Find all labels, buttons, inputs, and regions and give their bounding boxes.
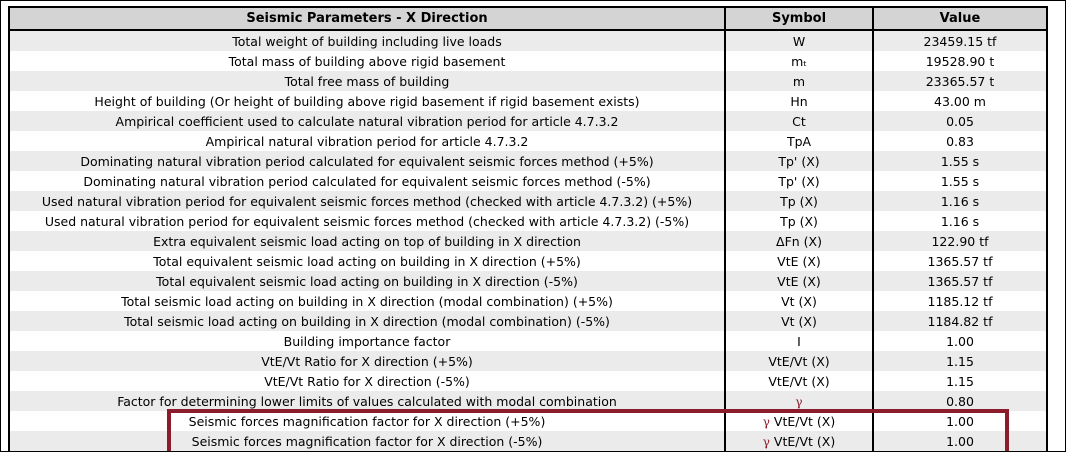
param-symbol-cell: Tp' (X): [724, 151, 874, 171]
param-symbol-cell: m: [724, 71, 874, 91]
param-description-cell: Extra equivalent seismic load acting on …: [8, 231, 726, 251]
param-symbol-cell: Tp (X): [724, 191, 874, 211]
param-symbol-cell: VtE (X): [724, 251, 874, 271]
param-symbol-cell: VtE/Vt (X): [724, 351, 874, 371]
param-value-cell: 1185.12 tf: [872, 291, 1048, 311]
param-value-cell: 1365.57 tf: [872, 251, 1048, 271]
param-description-cell: Total seismic load acting on building in…: [8, 311, 726, 331]
table-row: Used natural vibration period for equiva…: [8, 191, 1048, 211]
param-description-cell: Used natural vibration period for equiva…: [8, 211, 726, 231]
symbol-column-header: Symbol: [724, 6, 874, 31]
table-row: Building importance factor I 1.00: [8, 331, 1048, 351]
param-value-cell: 1365.57 tf: [872, 271, 1048, 291]
table-title-header: Seismic Parameters - X Direction: [8, 6, 726, 31]
table-row: Total weight of building including live …: [8, 30, 1048, 51]
param-description-cell: Total seismic load acting on building in…: [8, 291, 726, 311]
param-symbol-cell: Vt (X): [724, 311, 874, 331]
gamma-symbol: γ: [795, 394, 803, 409]
param-description-cell: Total weight of building including live …: [8, 30, 726, 51]
table-row: Used natural vibration period for equiva…: [8, 211, 1048, 231]
table-row: Seismic forces magnification factor for …: [8, 411, 1048, 431]
table-row: Total seismic load acting on building in…: [8, 311, 1048, 331]
param-symbol-cell: ΔFn (X): [724, 231, 874, 251]
param-description-cell: VtE/Vt Ratio for X direction (+5%): [8, 351, 726, 371]
gamma-symbol: γ: [762, 434, 770, 449]
param-description-cell: Ampirical coefficient used to calculate …: [8, 111, 726, 131]
param-value-cell: 0.83: [872, 131, 1048, 151]
param-symbol-cell: VtE (X): [724, 271, 874, 291]
param-description-cell: Total mass of building above rigid basem…: [8, 51, 726, 71]
param-symbol-cell: γ: [724, 391, 874, 411]
param-symbol-cell: Ct: [724, 111, 874, 131]
param-value-cell: 23459.15 tf: [872, 30, 1048, 51]
param-symbol-cell: TpA: [724, 131, 874, 151]
param-symbol-cell: Tp (X): [724, 211, 874, 231]
gamma-symbol: γ: [762, 414, 770, 429]
param-symbol-cell: γ VtE/Vt (X): [724, 411, 874, 431]
param-symbol-cell: I: [724, 331, 874, 351]
param-description-cell: Dominating natural vibration period calc…: [8, 171, 726, 191]
param-description-cell: Total equivalent seismic load acting on …: [8, 271, 726, 291]
param-description-cell: Building importance factor: [8, 331, 726, 351]
value-column-header: Value: [872, 6, 1048, 31]
param-value-cell: 1184.82 tf: [872, 311, 1048, 331]
param-value-cell: 1.00: [872, 331, 1048, 351]
seismic-parameters-table: Seismic Parameters - X Direction Symbol …: [8, 6, 1048, 451]
param-symbol-cell: W: [724, 30, 874, 51]
table-row: VtE/Vt Ratio for X direction (-5%) VtE/Vt…: [8, 371, 1048, 391]
table-row: Total free mass of building m 23365.57 t: [8, 71, 1048, 91]
param-value-cell: 1.00: [872, 411, 1048, 431]
table-row: Factor for determining lower limits of v…: [8, 391, 1048, 411]
param-description-cell: Factor for determining lower limits of v…: [8, 391, 726, 411]
table-row: Ampirical natural vibration period for a…: [8, 131, 1048, 151]
param-description-cell: VtE/Vt Ratio for X direction (-5%): [8, 371, 726, 391]
param-symbol-cell: VtE/Vt (X): [724, 371, 874, 391]
param-description-cell: Height of building (Or height of buildin…: [8, 91, 726, 111]
table-row: Dominating natural vibration period calc…: [8, 171, 1048, 191]
param-description-cell: Dominating natural vibration period calc…: [8, 151, 726, 171]
param-description-cell: Ampirical natural vibration period for a…: [8, 131, 726, 151]
param-value-cell: 1.55 s: [872, 171, 1048, 191]
param-value-cell: 0.05: [872, 111, 1048, 131]
param-value-cell: 1.00: [872, 431, 1048, 451]
param-value-cell: 122.90 tf: [872, 231, 1048, 251]
table-row: Ampirical coefficient used to calculate …: [8, 111, 1048, 131]
table-row: Total mass of building above rigid basem…: [8, 51, 1048, 71]
param-description-cell: Used natural vibration period for equiva…: [8, 191, 726, 211]
table-body: Total weight of building including live …: [8, 30, 1048, 451]
param-description-cell: Seismic forces magnification factor for …: [8, 431, 726, 451]
param-value-cell: 0.80: [872, 391, 1048, 411]
param-symbol-cell: Tp' (X): [724, 171, 874, 191]
table-row: Dominating natural vibration period calc…: [8, 151, 1048, 171]
table-row: Height of building (Or height of buildin…: [8, 91, 1048, 111]
param-description-cell: Total free mass of building: [8, 71, 726, 91]
table-row: Total equivalent seismic load acting on …: [8, 271, 1048, 291]
param-symbol-cell: mₜ: [724, 51, 874, 71]
table-row: Extra equivalent seismic load acting on …: [8, 231, 1048, 251]
param-description-cell: Total equivalent seismic load acting on …: [8, 251, 726, 271]
table-row: Total equivalent seismic load acting on …: [8, 251, 1048, 271]
param-symbol-cell: Vt (X): [724, 291, 874, 311]
param-symbol-cell: Hn: [724, 91, 874, 111]
table-header-row: Seismic Parameters - X Direction Symbol …: [8, 6, 1048, 31]
param-description-cell: Seismic forces magnification factor for …: [8, 411, 726, 431]
table-row: Seismic forces magnification factor for …: [8, 431, 1048, 451]
param-symbol-cell: γ VtE/Vt (X): [724, 431, 874, 451]
param-value-cell: 1.15: [872, 351, 1048, 371]
param-value-cell: 19528.90 t: [872, 51, 1048, 71]
param-value-cell: 1.15: [872, 371, 1048, 391]
param-value-cell: 1.55 s: [872, 151, 1048, 171]
param-value-cell: 1.16 s: [872, 191, 1048, 211]
table-row: Total seismic load acting on building in…: [8, 291, 1048, 311]
param-value-cell: 43.00 m: [872, 91, 1048, 111]
param-value-cell: 23365.57 t: [872, 71, 1048, 91]
table-row: VtE/Vt Ratio for X direction (+5%) VtE/Vt…: [8, 351, 1048, 371]
param-value-cell: 1.16 s: [872, 211, 1048, 231]
